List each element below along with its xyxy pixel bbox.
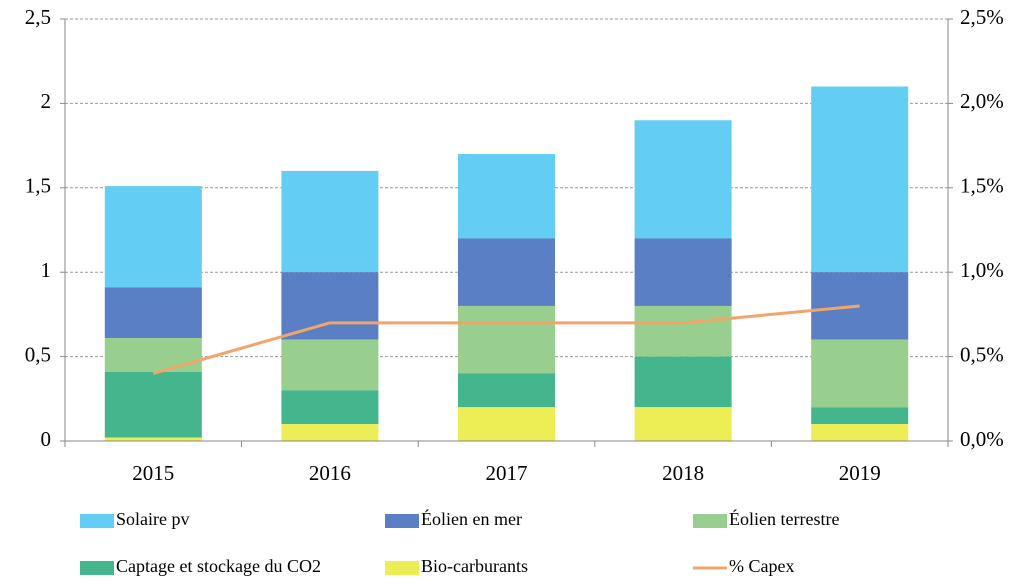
legend-label: Éolien terrestre <box>729 508 839 529</box>
y-tick-label: 1,5 <box>25 174 51 198</box>
legend-label: Captage et stockage du CO2 <box>116 556 321 576</box>
y-tick-label: 2 <box>41 89 52 113</box>
y-tick-label: 0 <box>41 427 52 451</box>
bar-segment <box>634 238 732 306</box>
bar-segment <box>458 154 555 239</box>
y-tick-label: 2,5 <box>25 5 51 29</box>
bar-segment <box>104 186 202 288</box>
bar-segment <box>104 371 202 438</box>
y2-tick-label: 0,0% <box>960 427 1004 451</box>
x-tick-label: 2015 <box>132 461 174 485</box>
legend-swatch <box>385 514 419 528</box>
bar-segment <box>281 272 379 340</box>
line-series <box>152 304 860 375</box>
x-tick-label: 2018 <box>662 461 704 485</box>
bar-segment <box>458 305 555 374</box>
bar-segment <box>281 339 379 391</box>
bar-segment <box>634 120 732 239</box>
legend-swatch <box>385 561 419 575</box>
legend-label: % Capex <box>729 556 794 576</box>
bar-segment <box>811 424 909 441</box>
bar-segment <box>104 338 202 372</box>
y-tick-label: 1 <box>41 258 52 282</box>
bar-segment <box>634 356 732 408</box>
bar-segment <box>634 407 732 441</box>
y2-tick-label: 1,5% <box>960 174 1004 198</box>
bar-segment <box>458 373 555 408</box>
y2-tick-label: 2,5% <box>960 5 1004 29</box>
bar-segment <box>281 170 379 273</box>
bar-segment <box>104 287 202 339</box>
legend-swatch <box>80 514 114 528</box>
bar-segment <box>281 390 379 425</box>
bar-segment <box>634 305 732 357</box>
y2-tick-label: 2,0% <box>960 89 1004 113</box>
x-tick-label: 2019 <box>839 461 881 485</box>
bar-segment <box>458 407 555 441</box>
bar-segment <box>811 339 909 408</box>
y2-tick-label: 1,0% <box>960 258 1004 282</box>
legend-swatch <box>693 514 727 528</box>
x-tick-label: 2016 <box>309 461 351 485</box>
bar-segment <box>811 86 909 273</box>
legend-swatch <box>80 561 114 575</box>
bar-segment <box>458 238 555 306</box>
bar-segment <box>281 424 379 441</box>
legend-label: Éolien en mer <box>421 508 522 529</box>
bar-segment <box>104 437 202 441</box>
legend-label: Solaire pv <box>116 509 190 529</box>
bar-segment <box>811 407 909 425</box>
y-tick-label: 0,5 <box>25 342 51 366</box>
y2-tick-label: 0,5% <box>960 342 1004 366</box>
legend-label: Bio-carburants <box>421 556 528 576</box>
x-tick-label: 2017 <box>486 461 528 485</box>
